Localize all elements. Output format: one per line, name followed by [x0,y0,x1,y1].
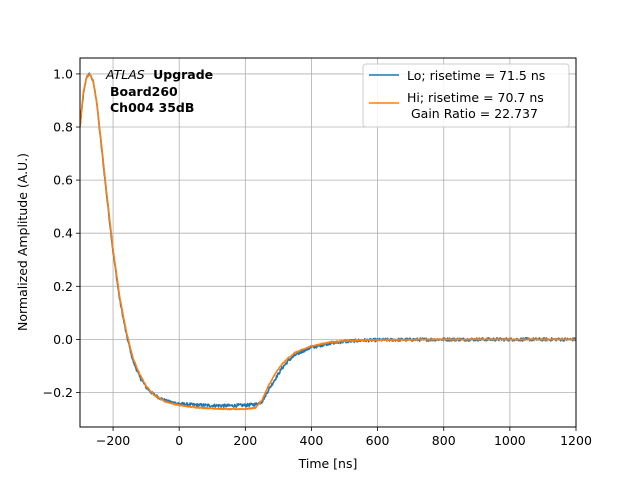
atlas-annotation: ATLAS Upgrade Board260 Ch004 35dB [105,67,213,115]
plot-frame [79,57,577,428]
y-tick-label: 0.2 [53,279,73,294]
y-tick-label: 1.0 [53,66,73,81]
annotation-bold: Upgrade [153,67,213,82]
legend-label-hi: Hi; risetime = 70.7 ns [407,90,544,105]
x-tick-label: 0 [175,433,183,448]
y-tick-label: 0.6 [53,173,73,188]
x-tick-label: 1200 [560,433,592,448]
x-tick-label: 600 [366,433,390,448]
x-ticks: −200 0 200 400 600 800 1000 1200 [96,427,592,448]
legend-label-lo: Lo; risetime = 71.5 ns [407,68,545,83]
series-lines [80,72,576,411]
y-axis-label: Normalized Amplitude (A.U.) [15,153,30,331]
x-tick-label: 1000 [494,433,526,448]
x-tick-label: 400 [300,433,324,448]
y-tick-label: 0.4 [53,226,73,241]
annotation-line3: Ch004 35dB [110,100,194,115]
series-line-1 [80,73,576,411]
svg-text:ATLAS Upgrade: ATLAS Upgrade [105,67,213,82]
x-tick-label: 200 [233,433,257,448]
y-tick-label: −0.2 [43,385,73,400]
x-tick-label: 800 [432,433,456,448]
y-tick-label: 0.8 [53,120,73,135]
annotation-line2: Board260 [110,84,178,99]
x-tick-label: −200 [96,433,130,448]
y-ticks: −0.2 0.0 0.2 0.4 0.6 0.8 1.0 [43,66,80,400]
x-axis-label: Time [ns] [298,456,358,471]
annotation-italic: ATLAS [105,67,145,82]
legend-box [362,63,570,128]
legend-label-hi-gain: Gain Ratio = 22.737 [407,106,538,121]
legend: Lo; risetime = 71.5 ns Hi; risetime = 70… [362,63,570,128]
y-tick-label: 0.0 [53,332,73,347]
